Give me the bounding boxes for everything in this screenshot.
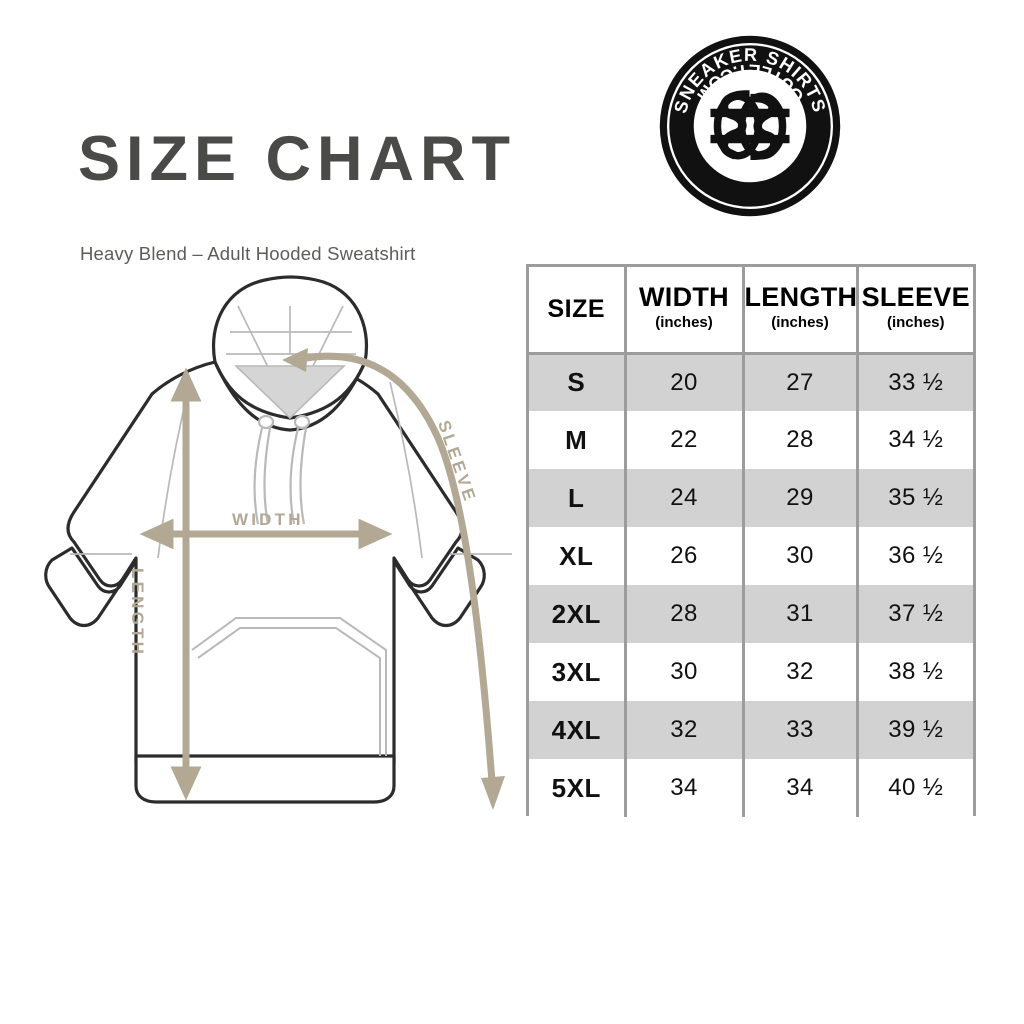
table-header: SIZE WIDTH (inches) LENGTH (inches) SLEE…	[529, 267, 973, 355]
row-sleeve: 37 ½	[855, 585, 973, 643]
row-length: 33	[741, 701, 859, 759]
length-label: LENGTH	[128, 568, 147, 658]
row-width: 22	[623, 411, 745, 469]
row-length: 30	[741, 527, 859, 585]
table-row: L 24 29 35 ½	[529, 469, 973, 527]
header-row: SIZE WIDTH (inches) LENGTH (inches) SLEE…	[529, 267, 973, 355]
row-sleeve: 33 ½	[855, 353, 973, 411]
left-cuff-icon	[44, 546, 136, 628]
column-header-sleeve: SLEEVE (inches)	[855, 267, 973, 355]
size-table: SIZE WIDTH (inches) LENGTH (inches) SLEE…	[529, 267, 973, 817]
neckline	[213, 361, 367, 432]
hood-inner-panel	[234, 365, 346, 420]
row-size: S	[529, 353, 627, 411]
hoodie-diagram	[40, 262, 540, 842]
row-width: 32	[623, 701, 745, 759]
row-sleeve: 40 ½	[855, 759, 973, 817]
column-header-length-text: LENGTH	[744, 282, 858, 313]
row-width: 30	[623, 643, 745, 701]
row-length: 27	[741, 353, 859, 411]
width-measure-arrow	[139, 518, 393, 550]
row-size: 4XL	[529, 701, 627, 759]
row-length: 34	[741, 759, 859, 817]
row-sleeve: 39 ½	[855, 701, 973, 759]
kangaroo-pocket-icon	[191, 617, 387, 756]
row-width: 28	[623, 585, 745, 643]
column-header-width-text: WIDTH	[639, 282, 729, 313]
column-header-length-units: (inches)	[771, 313, 829, 331]
row-length: 28	[741, 411, 859, 469]
row-size: 5XL	[529, 759, 627, 817]
column-header-length: LENGTH (inches)	[741, 267, 859, 355]
column-header-size-text: SIZE	[547, 294, 606, 323]
row-sleeve: 38 ½	[855, 643, 973, 701]
column-header-width-units: (inches)	[655, 313, 713, 331]
page-title: SIZE CHART	[78, 124, 516, 194]
size-table-container: SIZE WIDTH (inches) LENGTH (inches) SLEE…	[526, 264, 976, 817]
table-row: 3XL 30 32 38 ½	[529, 643, 973, 701]
row-size: 2XL	[529, 585, 627, 643]
row-size: XL	[529, 527, 627, 585]
column-header-sleeve-text: SLEEVE	[861, 282, 970, 313]
table-row: 5XL 34 34 40 ½	[529, 759, 973, 817]
row-sleeve: 36 ½	[855, 527, 973, 585]
table-row: M 22 28 34 ½	[529, 411, 973, 469]
length-measure-arrow	[170, 367, 202, 801]
table-body: S 20 27 33 ½ M 22 28 34 ½ L 24 29 35 ½ XL 26 30 36 ½ 2XL…	[529, 353, 973, 817]
page-subtitle: Heavy Blend – Adult Hooded Sweatshirt	[80, 243, 416, 264]
row-length: 31	[741, 585, 859, 643]
row-length: 32	[741, 643, 859, 701]
table-row: S 20 27 33 ½	[529, 353, 973, 411]
waistband-icon	[134, 754, 396, 804]
column-header-sleeve-units: (inches)	[886, 313, 945, 331]
row-width: 20	[623, 353, 745, 411]
row-width: 24	[623, 469, 745, 527]
table-row: 4XL 32 33 39 ½	[529, 701, 973, 759]
row-length: 29	[741, 469, 859, 527]
logo-monogram-loops	[713, 92, 787, 160]
width-label: WIDTH	[232, 510, 304, 529]
column-header-width: WIDTH (inches)	[623, 267, 745, 355]
table-row: XL 26 30 36 ½	[529, 527, 973, 585]
row-sleeve: 35 ½	[855, 469, 973, 527]
row-sleeve: 34 ½	[855, 411, 973, 469]
row-size: 3XL	[529, 643, 627, 701]
table-row: 2XL 28 31 37 ½	[529, 585, 973, 643]
row-size: L	[529, 469, 627, 527]
right-cuff-icon	[394, 546, 486, 628]
sleeve-measure-arrow	[282, 348, 505, 810]
row-width: 34	[623, 759, 745, 817]
drawstring-icon	[253, 414, 311, 525]
row-width: 26	[623, 527, 745, 585]
row-size: M	[529, 411, 627, 469]
brand-logo: SNEAKER SHIRTS OUTLET.COM	[657, 33, 843, 219]
column-header-size: SIZE	[529, 267, 627, 355]
